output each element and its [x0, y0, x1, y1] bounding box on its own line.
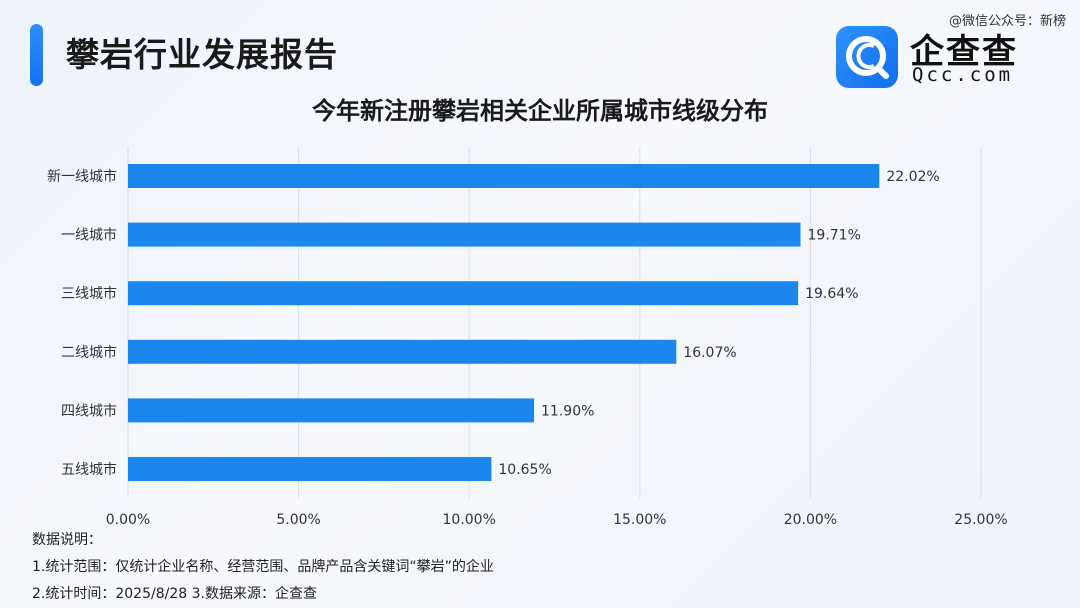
- report-title: 攀岩行业发展报告: [66, 35, 338, 74]
- notes-heading: 数据说明：: [32, 532, 102, 548]
- data-label: 11.90%: [541, 403, 594, 419]
- watermark: @微信公众号：新榜: [948, 14, 1066, 29]
- title-accent-bar: [30, 24, 43, 86]
- bar: [128, 222, 801, 247]
- x-tick-label: 20.00%: [784, 512, 837, 528]
- notes-line-2: 2.统计时间：2025/8/28 3.数据来源：企查查: [32, 586, 317, 602]
- data-label: 16.07%: [683, 345, 736, 361]
- qcc-logo-domain: Qcc.com: [912, 64, 1014, 86]
- qcc-logo: 企查查 Qcc.com: [836, 26, 1036, 88]
- bar: [128, 281, 799, 306]
- x-tick-label: 10.00%: [443, 512, 496, 528]
- x-tick-label: 0.00%: [106, 512, 150, 528]
- y-tick-label: 一线城市: [61, 227, 117, 244]
- bar: [128, 398, 535, 423]
- qcc-logo-icon: [836, 26, 898, 88]
- y-tick-label: 五线城市: [61, 461, 117, 478]
- y-tick-label: 四线城市: [61, 402, 117, 419]
- x-tick-label: 15.00%: [613, 512, 666, 528]
- data-label: 19.71%: [808, 228, 861, 244]
- data-notes: 数据说明： 1.统计范围：仅统计企业名称、经营范围、品牌产品含关键词“攀岩”的企…: [32, 527, 494, 608]
- y-tick-label: 三线城市: [61, 285, 117, 302]
- data-label: 19.64%: [805, 286, 858, 302]
- data-label: 10.65%: [498, 462, 551, 478]
- y-tick-label: 新一线城市: [47, 168, 117, 185]
- y-tick-label: 二线城市: [61, 344, 117, 361]
- x-tick-label: 25.00%: [954, 512, 1007, 528]
- data-label: 22.02%: [886, 169, 939, 185]
- bar: [128, 457, 492, 481]
- qcc-logo-text: 企查查: [910, 32, 1018, 72]
- x-tick-label: 5.00%: [276, 512, 320, 528]
- bar: [128, 339, 677, 364]
- bar: [128, 164, 880, 188]
- chart-title: 今年新注册攀岩相关企业所属城市线级分布: [312, 97, 768, 125]
- notes-line-1: 1.统计范围：仅统计企业名称、经营范围、品牌产品含关键词“攀岩”的企业: [32, 559, 494, 575]
